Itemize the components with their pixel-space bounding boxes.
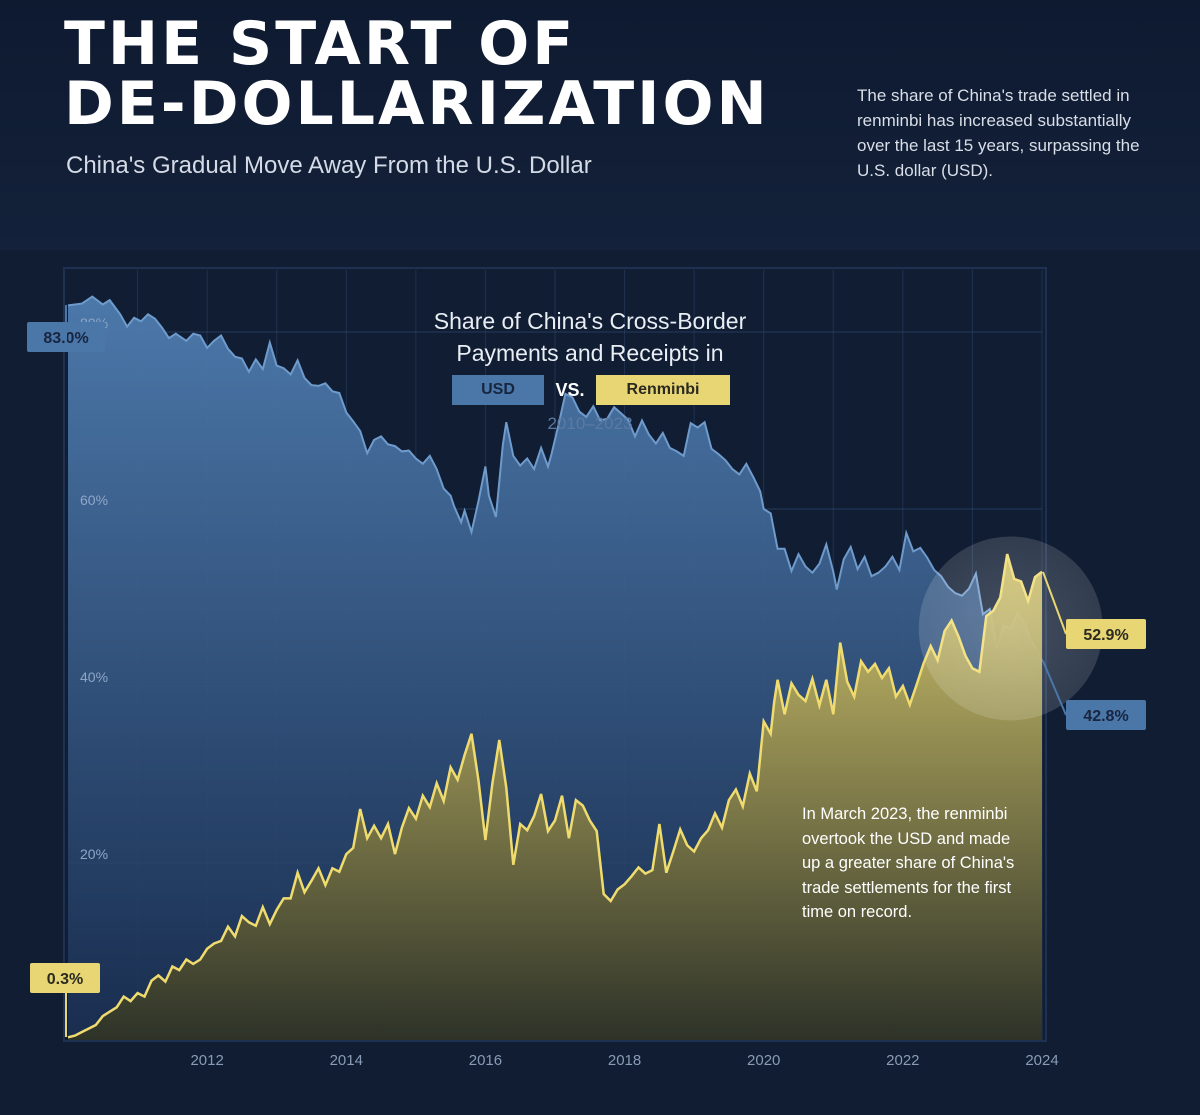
subtitle: China's Gradual Move Away From the U.S. …	[66, 152, 592, 179]
usd-line	[67, 295, 1043, 662]
renminbi-area	[68, 554, 1042, 1040]
chart-title: Share of China's Cross-Border Payments a…	[433, 308, 747, 366]
rmb-end-callout-label: 52.9%	[1083, 627, 1128, 644]
rmb-end-callout-box	[1066, 619, 1146, 649]
x-tick-label: 2024	[1025, 1052, 1058, 1069]
rmb-start-callout-label: 0.3%	[47, 971, 83, 988]
legend-usd: USD	[452, 375, 544, 405]
x-tick-label: 2014	[330, 1052, 363, 1069]
annotation-text: In March 2023, the renminbi overtook the…	[802, 805, 1015, 921]
callouts: 83.0%0.3%52.9%42.8%	[27, 305, 1146, 1037]
intro-text: The share of China's trade settled in re…	[857, 86, 1140, 180]
date-range: 2010–2023	[547, 414, 633, 433]
header: THE START OF DE-DOLLARIZATION China's Gr…	[0, 0, 1200, 250]
rmb-start-callout-box	[30, 963, 100, 993]
usd-end-callout-box	[1066, 700, 1146, 730]
main-title: THE START OF DE-DOLLARIZATION	[64, 9, 770, 139]
usd-end-callout-label: 42.8%	[1083, 708, 1128, 725]
x-tick-label: 2018	[608, 1052, 641, 1069]
legend: USD VS. Renminbi	[452, 375, 732, 405]
x-tick-label: 2020	[747, 1052, 780, 1069]
x-tick-label: 2012	[190, 1052, 223, 1069]
usd-end-pointer	[1042, 660, 1067, 716]
y-tick-label: 20%	[80, 846, 108, 862]
y-tick-label: 40%	[80, 669, 108, 685]
renminbi-line	[67, 553, 1043, 1039]
highlight-circle	[918, 536, 1103, 721]
x-tick-label: 2016	[469, 1052, 502, 1069]
plot-areas	[67, 295, 1103, 1041]
rmb-end-pointer	[1042, 571, 1067, 635]
x-tick-label: 2022	[886, 1052, 919, 1069]
y-tick-label: 60%	[80, 492, 108, 508]
legend-renminbi: Renminbi	[596, 375, 730, 405]
legend-vs: VS.	[555, 380, 585, 400]
